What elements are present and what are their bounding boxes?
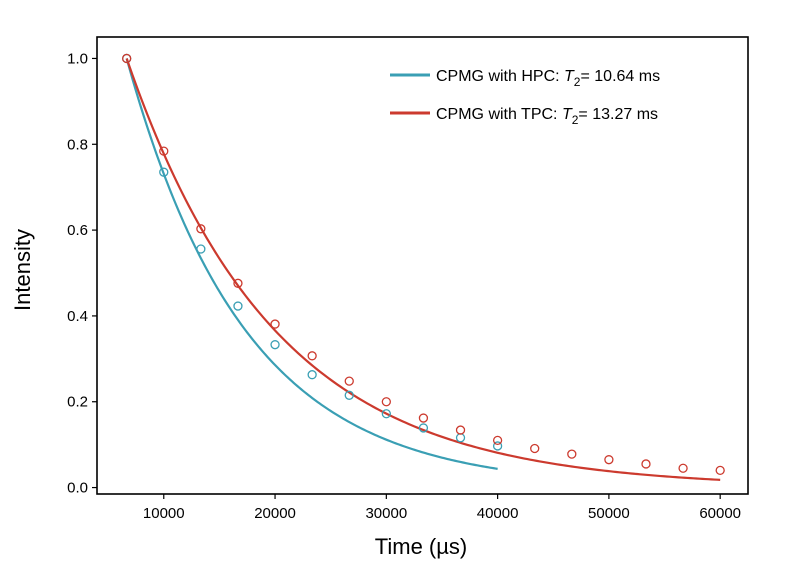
data-point-series-1: [381, 409, 391, 419]
x-tick-label: 60000: [699, 505, 741, 522]
legend-label: CPMG with HPC: T2= 10.64 ms: [436, 68, 660, 89]
data-point-series-2: [233, 278, 243, 288]
x-axis-label: Time (µs): [375, 534, 468, 559]
data-point-series-1: [492, 441, 503, 451]
data-point-series-2: [196, 224, 206, 234]
fit-curve-series-1: [125, 58, 498, 470]
data-point-series-2: [678, 463, 688, 473]
data-point-series-1: [233, 301, 243, 311]
y-tick-label: 0.6: [67, 222, 88, 239]
x-tick-label: 10000: [143, 505, 185, 522]
y-axis-ticks: 0.0 0.2 0.4 0.6 0.8 1.0: [67, 50, 97, 497]
y-axis-label: Intensity: [10, 229, 35, 311]
data-point-series-2: [641, 459, 651, 469]
y-tick-label: 0.2: [67, 394, 88, 411]
data-point-series-2: [381, 397, 391, 407]
data-point-series-2: [567, 449, 577, 459]
data-point-series-1: [344, 390, 354, 400]
data-point-series-2: [604, 455, 614, 465]
data-point-series-2: [122, 53, 132, 64]
data-point-series-1: [307, 370, 317, 380]
data-point-series-2: [270, 319, 280, 329]
x-tick-label: 40000: [477, 505, 519, 522]
x-tick-label: 20000: [254, 505, 296, 522]
data-point-series-2: [492, 435, 503, 446]
legend-label: CPMG with TPC: T2= 13.27 ms: [436, 106, 658, 127]
data-point-series-2: [307, 351, 317, 361]
x-tick-label: 50000: [588, 505, 630, 522]
data-point-series-1: [196, 244, 206, 254]
data-point-series-2: [418, 413, 429, 423]
y-tick-label: 0.0: [67, 480, 88, 497]
x-tick-label: 30000: [365, 505, 407, 522]
plot-area: [96, 36, 749, 495]
y-tick-label: 0.4: [67, 308, 88, 325]
data-point-series-1: [159, 167, 169, 177]
data-points: [122, 53, 725, 476]
fit-curves: [125, 58, 721, 481]
data-point-series-2: [715, 465, 725, 476]
data-point-series-2: [344, 376, 354, 386]
y-tick-label: 1.0: [67, 50, 88, 67]
x-axis-ticks: 10000 20000 30000 40000 50000 60000: [143, 494, 741, 522]
data-point-series-2: [455, 425, 466, 435]
data-point-series-2: [530, 443, 540, 454]
data-point-series-1: [418, 423, 429, 433]
data-point-series-1: [270, 340, 280, 350]
data-point-series-1: [455, 433, 466, 443]
data-point-series-2: [159, 146, 169, 156]
legend: CPMG with HPC: T2= 10.64 ms CPMG with TPC…: [390, 68, 660, 127]
y-tick-label: 0.8: [67, 136, 88, 153]
fit-curve-series-2: [125, 58, 721, 481]
